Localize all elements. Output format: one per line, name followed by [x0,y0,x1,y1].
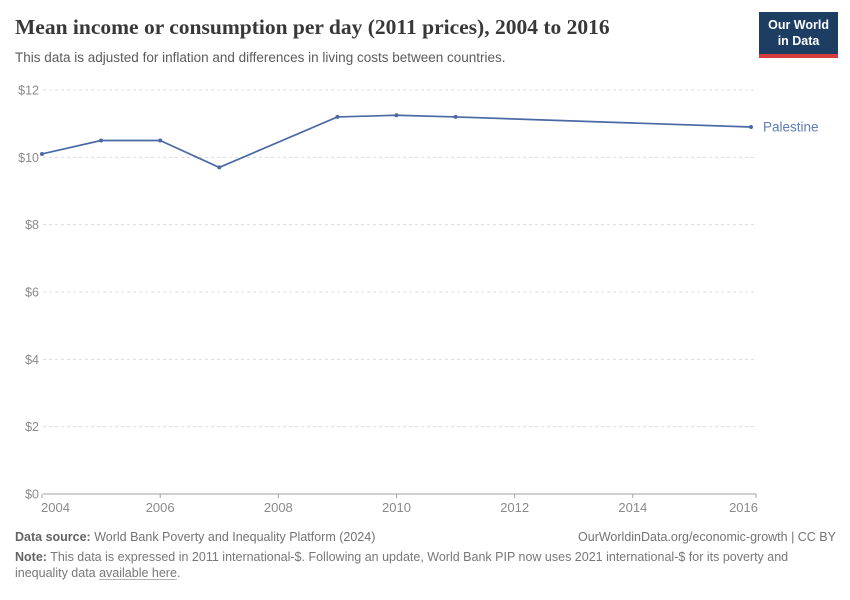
x-tick-label: 2014 [618,500,647,515]
owid-logo[interactable]: Our World in Data [759,12,838,58]
available-here-link[interactable]: available here [99,566,177,581]
y-tick-label: $12 [18,84,39,98]
data-point[interactable] [394,113,399,118]
attribution-link[interactable]: OurWorldinData.org/economic-growth | CC … [578,530,836,544]
y-tick-label: $4 [25,353,39,367]
data-point[interactable] [40,151,44,156]
note-label: Note: [15,550,47,564]
data-point[interactable] [217,165,222,170]
x-tick-label: 2006 [146,500,175,515]
y-tick-label: $2 [25,420,39,434]
chart-footer: Data source: World Bank Poverty and Ineq… [15,530,836,582]
data-point[interactable] [99,138,104,143]
chart-title: Mean income or consumption per day (2011… [15,15,610,39]
owid-logo-line1: Our World [768,18,829,32]
x-tick-label: 2010 [382,500,411,515]
x-tick-label: 2012 [500,500,529,515]
data-point[interactable] [453,114,458,119]
data-point[interactable] [335,114,340,119]
x-tick-label: 2008 [264,500,293,515]
series-label[interactable]: Palestine [763,120,819,135]
y-tick-label: $8 [25,218,39,232]
x-tick-label: 2004 [41,500,70,515]
y-tick-label: $10 [18,151,39,165]
series-line[interactable] [41,114,752,169]
owid-logo-line2: in Data [777,34,820,49]
data-source-value: World Bank Poverty and Inequality Platfo… [90,530,376,544]
y-tick-label: $6 [25,286,39,300]
data-point[interactable] [749,125,753,130]
data-point[interactable] [158,138,163,143]
note-suffix: . [176,566,181,581]
chart-note: Note: This data is expressed in 2011 int… [15,549,837,582]
y-tick-label: $0 [25,488,39,502]
data-source: Data source: World Bank Poverty and Ineq… [15,530,375,544]
note-text: This data is expressed in 2011 internati… [15,550,789,581]
data-source-label: Data source: [15,530,91,544]
x-tick-label: 2016 [729,500,758,515]
chart-subtitle: This data is adjusted for inflation and … [15,50,506,65]
